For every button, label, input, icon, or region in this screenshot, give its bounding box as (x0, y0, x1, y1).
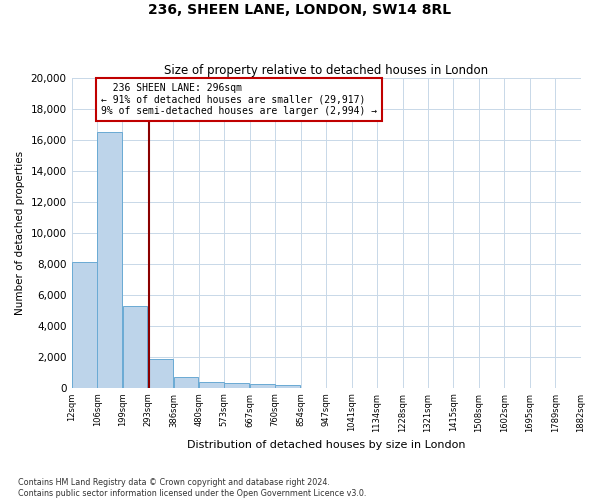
Text: 236, SHEEN LANE, LONDON, SW14 8RL: 236, SHEEN LANE, LONDON, SW14 8RL (148, 2, 452, 16)
Bar (72, 262, 97, 388)
Text: Contains HM Land Registry data © Crown copyright and database right 2024.
Contai: Contains HM Land Registry data © Crown c… (18, 478, 367, 498)
Bar (199, 382, 224, 388)
Bar (250, 384, 275, 388)
Bar (224, 383, 249, 388)
Bar (97, 132, 122, 388)
Bar (173, 377, 199, 388)
Bar (122, 306, 148, 388)
X-axis label: Distribution of detached houses by size in London: Distribution of detached houses by size … (187, 440, 465, 450)
Bar (275, 384, 300, 388)
Title: Size of property relative to detached houses in London: Size of property relative to detached ho… (164, 64, 488, 77)
Text: 236 SHEEN LANE: 296sqm
← 91% of detached houses are smaller (29,917)
9% of semi-: 236 SHEEN LANE: 296sqm ← 91% of detached… (101, 83, 377, 116)
Bar (148, 359, 173, 388)
Y-axis label: Number of detached properties: Number of detached properties (15, 151, 25, 315)
